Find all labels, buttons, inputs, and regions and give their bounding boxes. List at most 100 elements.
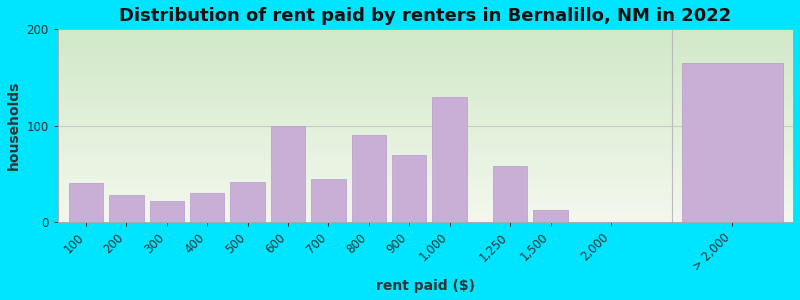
Bar [58, 54, 793, 56]
Bar [58, 77, 793, 80]
Bar [58, 97, 793, 99]
Bar [58, 118, 793, 120]
X-axis label: rent paid ($): rent paid ($) [376, 279, 475, 293]
Bar [58, 174, 793, 176]
Bar [58, 168, 793, 170]
Bar [150, 201, 184, 222]
Bar [58, 93, 793, 95]
Bar [58, 72, 793, 74]
Bar [493, 166, 527, 222]
Bar [58, 218, 793, 220]
Bar [58, 203, 793, 205]
Bar [58, 95, 793, 97]
Bar [534, 209, 568, 222]
Bar [58, 66, 793, 68]
Bar [58, 216, 793, 218]
Bar [58, 184, 793, 185]
Bar [58, 31, 793, 33]
Bar [58, 35, 793, 37]
Bar [58, 37, 793, 39]
Bar [58, 141, 793, 143]
Bar [58, 64, 793, 66]
Y-axis label: households: households [7, 81, 21, 170]
Bar [58, 124, 793, 126]
Bar [69, 184, 103, 222]
Bar [58, 126, 793, 127]
Bar [58, 100, 793, 103]
Bar [58, 46, 793, 49]
Bar [58, 112, 793, 114]
Title: Distribution of rent paid by renters in Bernalillo, NM in 2022: Distribution of rent paid by renters in … [119, 7, 731, 25]
Bar [58, 153, 793, 154]
Bar [58, 214, 793, 216]
Bar [58, 76, 793, 77]
Bar [58, 89, 793, 91]
Bar [58, 162, 793, 164]
Bar [58, 158, 793, 160]
Bar [58, 80, 793, 81]
Bar [58, 106, 793, 108]
Bar [58, 45, 793, 46]
Bar [58, 187, 793, 189]
Bar [58, 52, 793, 54]
Bar [58, 60, 793, 62]
Bar [58, 134, 793, 135]
Bar [58, 166, 793, 168]
Bar [58, 189, 793, 191]
Bar [58, 49, 793, 50]
Bar [58, 103, 793, 104]
Bar [58, 81, 793, 83]
Bar [58, 135, 793, 137]
Bar [230, 182, 265, 222]
Bar [58, 108, 793, 110]
Bar [58, 172, 793, 174]
Bar [58, 208, 793, 211]
Bar [58, 43, 793, 45]
Bar [58, 149, 793, 151]
Bar [58, 68, 793, 70]
Bar [271, 126, 306, 222]
Bar [58, 157, 793, 158]
Bar [58, 122, 793, 124]
Bar [392, 154, 426, 222]
Bar [58, 207, 793, 208]
Bar [58, 87, 793, 89]
Bar [58, 120, 793, 122]
Bar [311, 179, 346, 222]
Bar [58, 151, 793, 153]
Bar [58, 70, 793, 72]
Bar [58, 104, 793, 106]
Bar [58, 145, 793, 147]
Bar [58, 170, 793, 172]
Bar [58, 195, 793, 197]
Bar [58, 29, 793, 31]
Bar [58, 56, 793, 58]
Bar [58, 85, 793, 87]
Bar [58, 201, 793, 203]
Bar [58, 211, 793, 212]
Bar [58, 62, 793, 64]
Bar [58, 131, 793, 134]
Bar [58, 147, 793, 149]
Bar [58, 139, 793, 141]
Bar [58, 191, 793, 193]
Bar [58, 128, 793, 130]
Bar [58, 50, 793, 52]
Bar [58, 199, 793, 201]
Bar [58, 154, 793, 157]
Bar [58, 39, 793, 41]
Bar [58, 91, 793, 93]
Bar [58, 58, 793, 60]
Bar [58, 176, 793, 178]
Bar [58, 185, 793, 187]
Bar [58, 182, 793, 184]
Bar [58, 205, 793, 207]
Bar [58, 83, 793, 85]
Bar [58, 143, 793, 145]
Bar [190, 193, 225, 222]
Bar [58, 220, 793, 222]
Bar [58, 74, 793, 76]
Bar [58, 164, 793, 166]
Bar [58, 99, 793, 100]
Bar [352, 135, 386, 222]
